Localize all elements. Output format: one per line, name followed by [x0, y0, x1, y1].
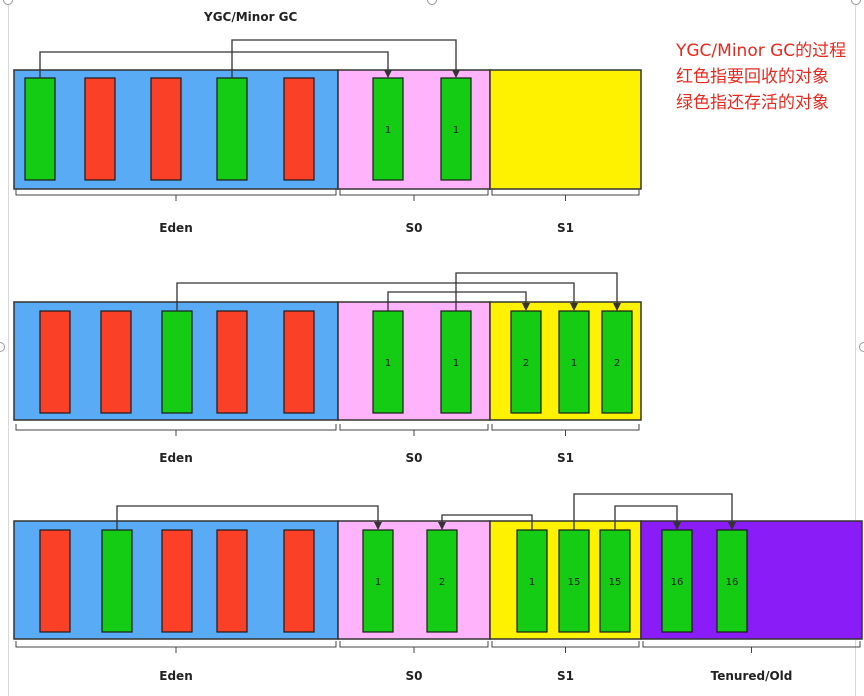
slide-frame — [8, 0, 856, 696]
s0-brace — [339, 641, 489, 653]
object-age-label: 15 — [568, 577, 581, 588]
garbage-object — [283, 310, 315, 414]
garbage-object — [283, 77, 315, 181]
live-object — [661, 529, 693, 633]
copy-arrow — [438, 514, 533, 530]
garbage-object — [216, 529, 248, 633]
object-age-label: 16 — [671, 577, 684, 588]
s1-label: S1 — [557, 451, 574, 465]
eden-brace — [15, 641, 337, 653]
copy-arrow — [614, 505, 681, 530]
garbage-object — [100, 310, 132, 414]
object-age-label: 1 — [571, 358, 577, 369]
object-age-label: 1 — [453, 358, 459, 369]
copy-arrow — [573, 493, 736, 530]
copy-arrow — [455, 272, 621, 311]
garbage-object — [84, 77, 116, 181]
garbage-object — [150, 77, 182, 181]
gc-stage-2: Eden 1 1 S0 2 1 2 S1 — [13, 272, 642, 465]
object-age-label: 16 — [726, 577, 739, 588]
object-age-label: 2 — [523, 358, 529, 369]
note-line-title: YGC/Minor GC的过程 — [676, 41, 847, 61]
object-age-label: 15 — [609, 577, 622, 588]
old-brace — [642, 641, 861, 653]
object-age-label: 1 — [453, 125, 459, 136]
s0-label: S0 — [406, 669, 423, 683]
eden-label: Eden — [159, 669, 192, 683]
garbage-object — [216, 310, 248, 414]
live-object — [216, 77, 248, 181]
object-age-label: 2 — [614, 358, 620, 369]
live-object — [426, 529, 458, 633]
s1-region — [489, 69, 642, 190]
live-object — [24, 77, 56, 181]
live-object — [440, 310, 472, 414]
s0-brace — [339, 189, 489, 201]
gc-stage-3: Eden 1 2 S0 1 15 15 S1 16 16 Tenured/Old — [13, 493, 863, 683]
live-object — [716, 529, 748, 633]
s0-label: S0 — [406, 451, 423, 465]
eden-label: Eden — [159, 221, 192, 235]
live-object — [101, 529, 133, 633]
object-age-label: 2 — [439, 577, 445, 588]
live-object — [601, 310, 633, 414]
old-label: Tenured/Old — [711, 669, 793, 683]
copy-arrow — [176, 282, 578, 311]
s1-label: S1 — [557, 221, 574, 235]
copy-arrow — [231, 39, 460, 78]
s1-label: S1 — [557, 669, 574, 683]
live-object — [510, 310, 542, 414]
live-object — [558, 310, 590, 414]
garbage-object — [283, 529, 315, 633]
live-object — [558, 529, 590, 633]
eden-label: Eden — [159, 451, 192, 465]
note-line-green: 绿色指还存活的对象 — [676, 93, 829, 113]
s1-brace — [491, 641, 640, 653]
object-age-label: 1 — [375, 577, 381, 588]
copy-arrow — [39, 51, 392, 78]
live-object — [161, 310, 193, 414]
garbage-object — [39, 529, 71, 633]
object-age-label: 1 — [385, 358, 391, 369]
eden-brace — [15, 189, 337, 201]
live-object — [372, 77, 404, 181]
notes-caption: YGC/Minor GC的过程 红色指要回收的对象 绿色指还存活的对象 — [676, 38, 846, 116]
s1-brace — [491, 424, 640, 436]
eden-brace — [15, 424, 337, 436]
gc-stage-1: Eden 1 1 S0 S1 — [13, 39, 642, 235]
resize-handle-middle-right[interactable] — [859, 342, 864, 352]
copy-arrow — [387, 291, 530, 311]
s0-brace — [339, 424, 489, 436]
diagram-title: YGC/Minor GC — [204, 10, 298, 24]
s1-brace — [491, 189, 640, 201]
garbage-object — [161, 529, 193, 633]
copy-arrow — [116, 505, 382, 530]
live-object — [362, 529, 394, 633]
live-object — [440, 77, 472, 181]
live-object — [599, 529, 631, 633]
s0-region — [337, 520, 491, 640]
object-age-label: 1 — [385, 125, 391, 136]
garbage-object — [39, 310, 71, 414]
s0-label: S0 — [406, 221, 423, 235]
note-line-red: 红色指要回收的对象 — [676, 67, 829, 87]
object-age-label: 1 — [529, 577, 535, 588]
